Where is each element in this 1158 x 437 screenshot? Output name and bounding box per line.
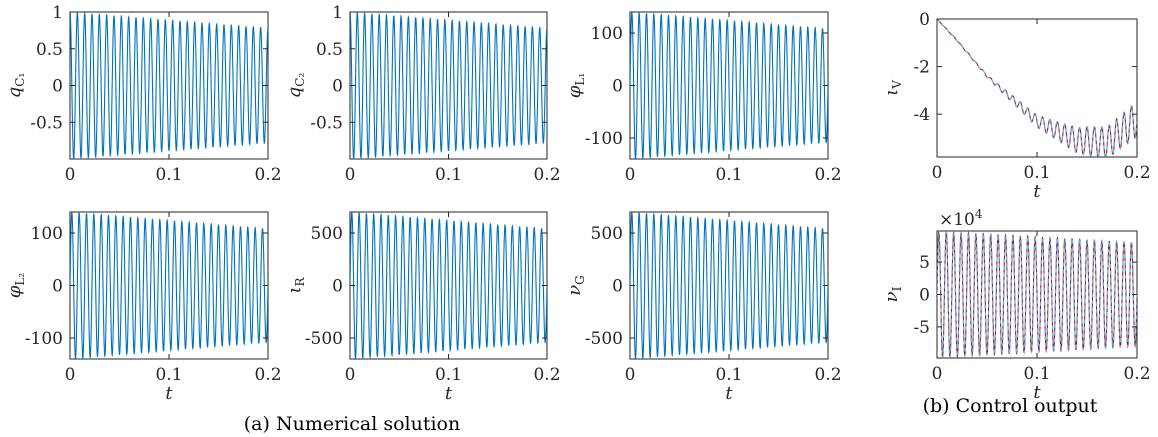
y-axis-label: qC₁	[4, 73, 27, 99]
y-tick-label: -100	[25, 329, 63, 349]
x-axis-label: t	[1033, 382, 1041, 403]
panel-nuI: 0 0.1 0.2 5 0 -5 νI t ×104	[881, 207, 1151, 403]
x-tick-label: 0	[932, 163, 943, 183]
y-axis-label: νI	[881, 286, 904, 302]
x-tick-label: 0.2	[254, 365, 281, 385]
series-line-1	[350, 212, 547, 359]
y-tick-label: -5	[913, 318, 930, 338]
y-tick-label: -2	[913, 58, 930, 78]
y-axis-label: ιR	[284, 276, 307, 293]
y-tick-label: 100	[591, 24, 623, 44]
x-tick-label: 0.2	[533, 365, 560, 385]
x-tick-label: 0	[345, 165, 356, 185]
x-tick-label: 0.2	[254, 165, 281, 185]
x-tick-label: 0.2	[533, 165, 560, 185]
series-line-1	[630, 12, 828, 159]
y-tick-label: 0	[919, 286, 930, 306]
x-tick-label: 0	[625, 165, 636, 185]
plot-frame	[69, 11, 269, 160]
series-line-2	[937, 231, 1137, 358]
x-tick-label: 0.1	[1023, 163, 1050, 183]
x-tick-label: 0.2	[1123, 163, 1150, 183]
caption-numerical-solution: (a) Numerical solution	[244, 413, 460, 435]
x-tick-label: 0	[625, 365, 636, 385]
y-tick-label: -100	[585, 129, 623, 149]
axis-multiplier: ×104	[939, 207, 983, 230]
y-tick-label: -500	[585, 329, 623, 349]
y-tick-label: 0	[52, 277, 63, 297]
x-axis-label: t	[445, 383, 453, 404]
x-tick-label: 0.1	[1023, 364, 1050, 384]
y-tick-label: 0.5	[36, 40, 63, 60]
panel-iV: 0 0.1 0.2 0 -2 -4 ιV t	[881, 10, 1151, 202]
x-tick-label: 0	[345, 365, 356, 385]
x-axis-label: t	[165, 383, 173, 404]
caption-control-output: (b) Control output	[923, 395, 1098, 417]
x-tick-label: 0.2	[814, 365, 841, 385]
series-line-1	[630, 212, 828, 359]
x-tick-label: 0.1	[155, 165, 182, 185]
y-axis-label: ιV	[881, 80, 904, 96]
x-axis-label: t	[1033, 181, 1041, 202]
x-tick-label: 0.1	[715, 365, 742, 385]
series-line-1	[70, 212, 268, 359]
y-tick-label: 0	[332, 77, 343, 97]
y-tick-label: 5	[919, 253, 930, 273]
y-axis-label: φL₂	[4, 273, 27, 299]
y-tick-label: 0	[332, 277, 343, 297]
x-tick-label: 0	[65, 365, 76, 385]
x-tick-label: 0.2	[1123, 364, 1150, 384]
y-tick-label: -4	[913, 105, 930, 125]
x-tick-label: 0.1	[435, 165, 462, 185]
y-tick-label: 100	[31, 224, 63, 244]
y-tick-label: 1	[52, 3, 63, 23]
x-axis-label: t	[725, 383, 733, 404]
y-tick-label: -0.5	[30, 113, 63, 133]
y-tick-label: -500	[305, 329, 343, 349]
y-tick-label: 0	[612, 77, 623, 97]
x-tick-label: 0.2	[814, 165, 841, 185]
plot-frame	[936, 18, 1138, 158]
series-line-2	[937, 19, 1137, 157]
x-tick-label: 0.1	[155, 365, 182, 385]
y-tick-label: 0	[52, 77, 63, 97]
y-tick-label: 0	[919, 10, 930, 30]
y-axis-label: qC₂	[284, 73, 307, 99]
series-line-1	[350, 12, 547, 159]
x-tick-label: 0	[932, 364, 943, 384]
y-tick-label: 500	[311, 224, 343, 244]
x-tick-label: 0	[65, 165, 76, 185]
y-axis-label: φL₁	[564, 73, 587, 98]
y-axis-label: νG	[564, 275, 587, 296]
y-tick-label: 500	[591, 224, 623, 244]
y-tick-label: 1	[332, 3, 343, 23]
y-tick-label: 0	[612, 277, 623, 297]
x-tick-label: 0.1	[435, 365, 462, 385]
series-line-1	[70, 12, 268, 159]
x-tick-label: 0.1	[715, 165, 742, 185]
y-tick-label: 0.5	[316, 40, 343, 60]
y-tick-label: -0.5	[310, 113, 343, 133]
